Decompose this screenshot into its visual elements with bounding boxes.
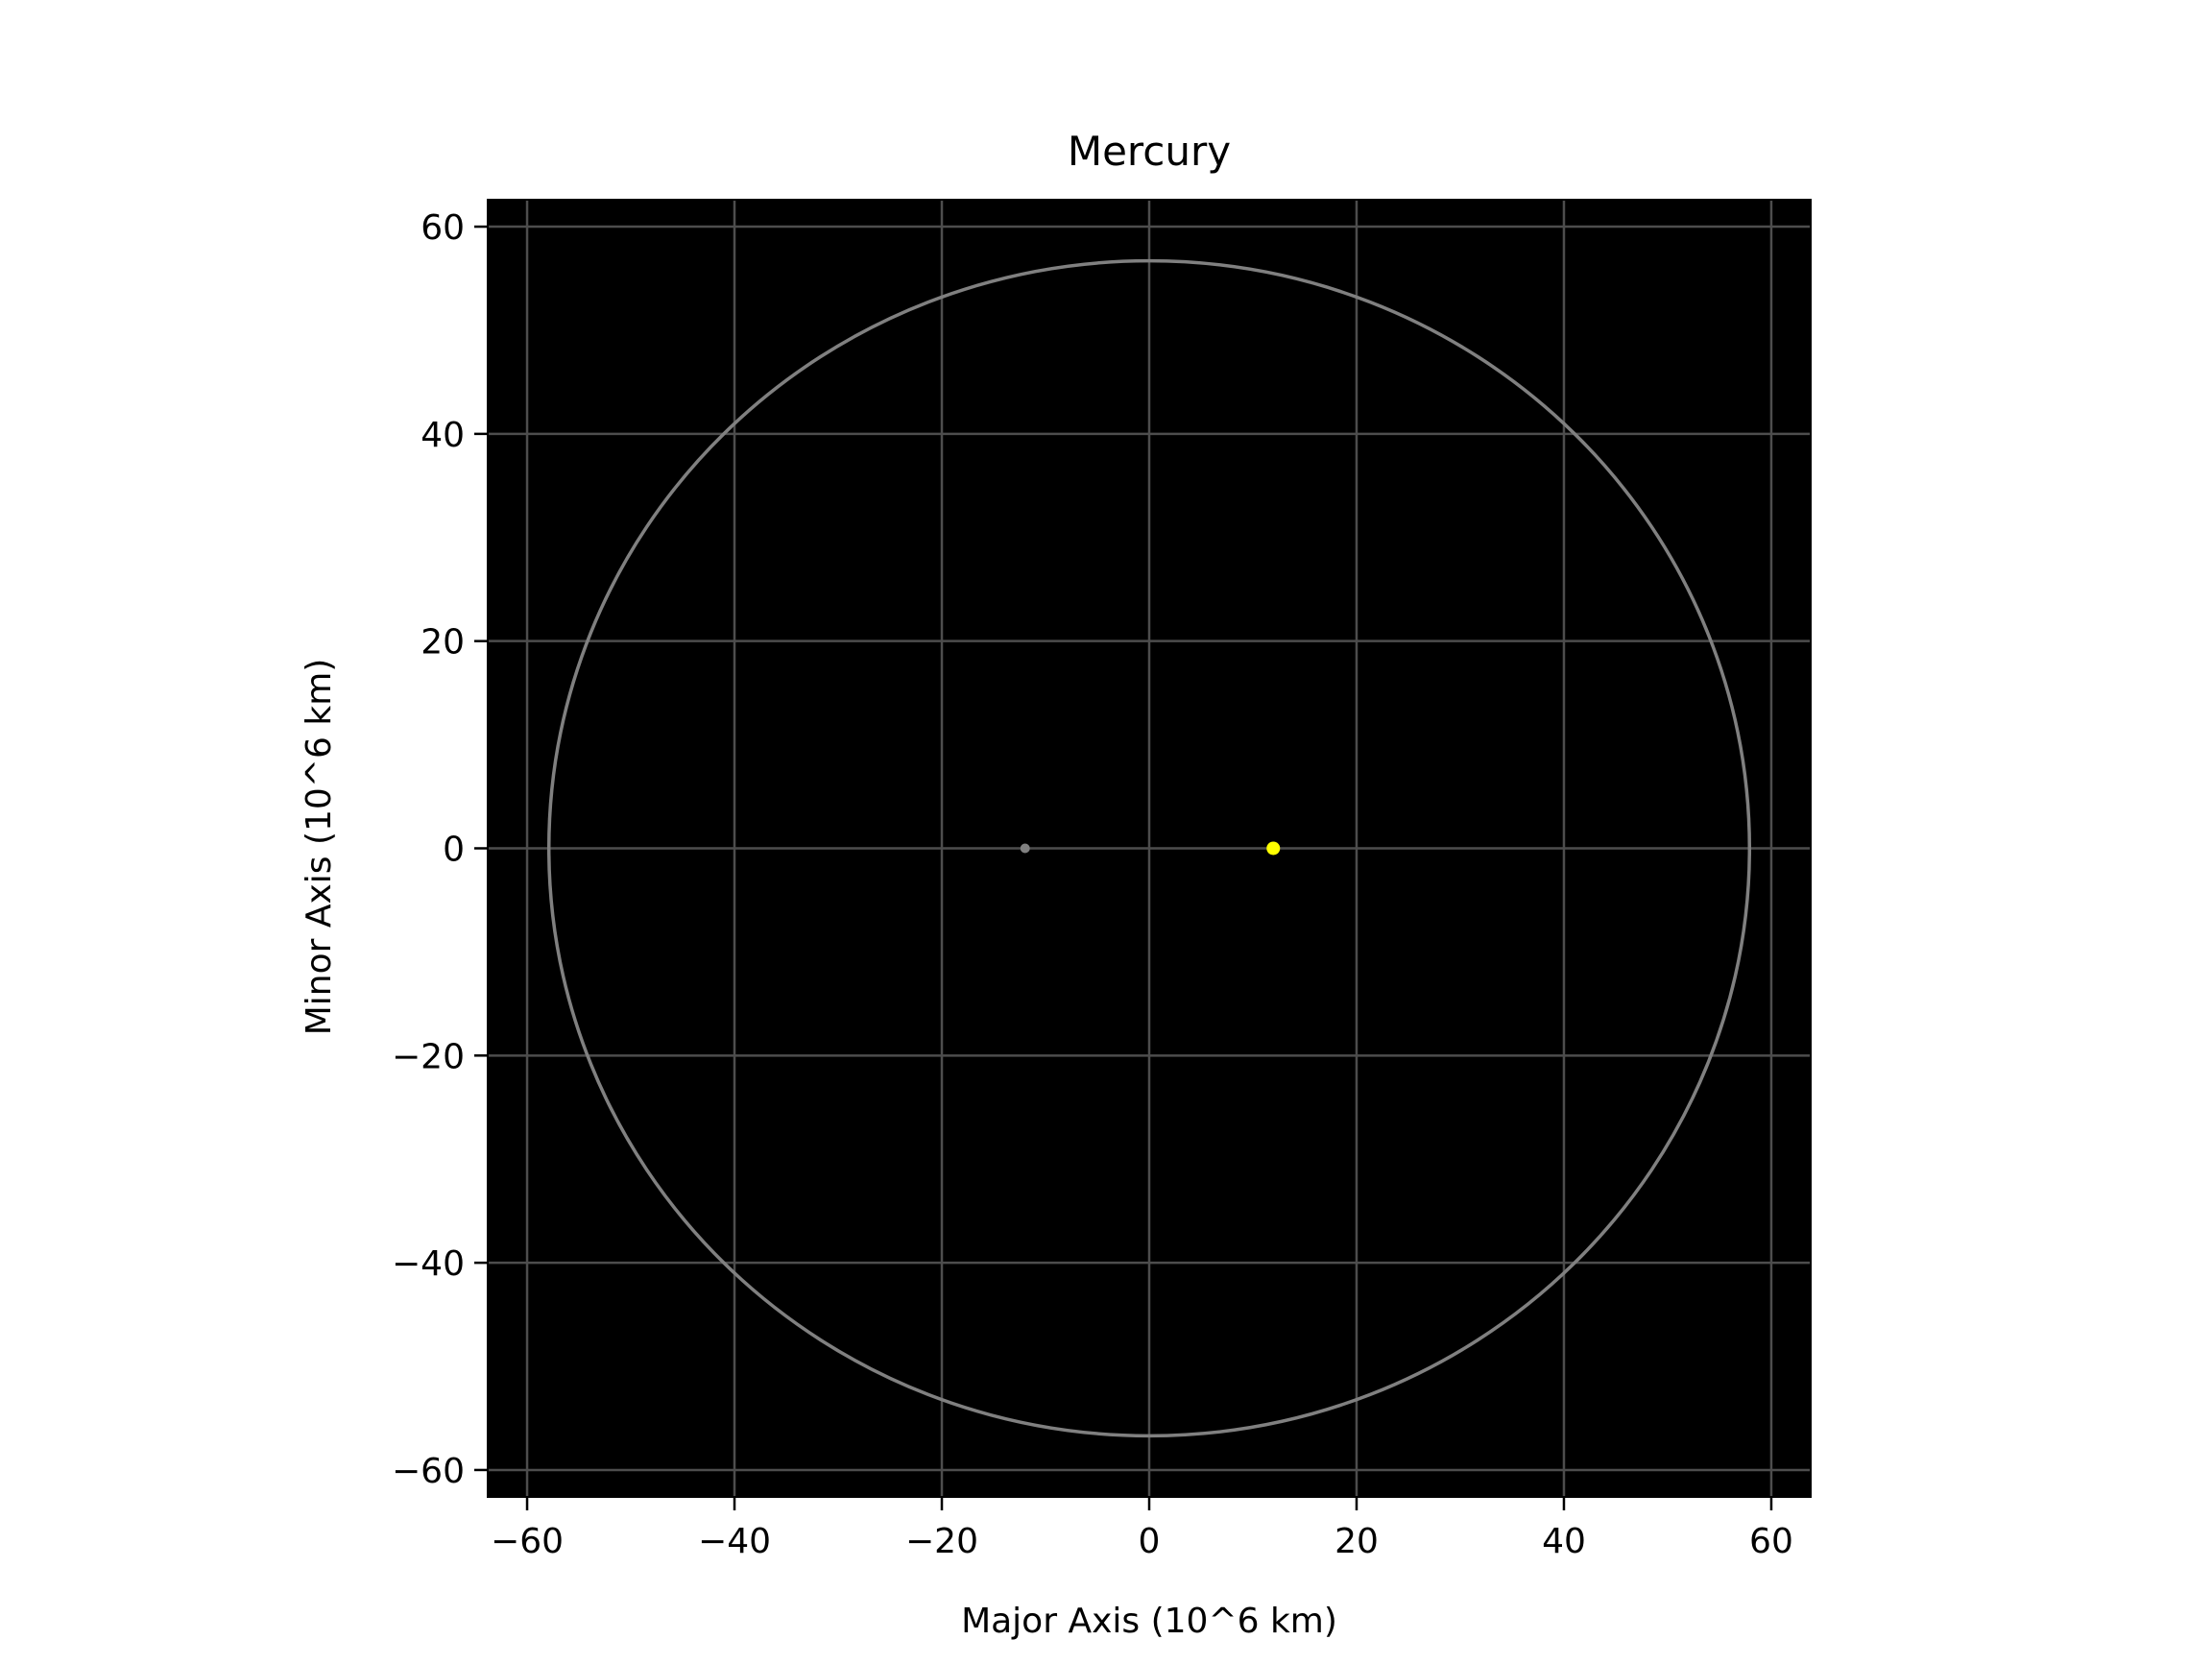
x-tick-label: 60 (1749, 1522, 1793, 1561)
sun-marker (1266, 841, 1281, 856)
x-tick-label: 0 (1139, 1522, 1161, 1561)
y-tick-label: −60 (392, 1452, 465, 1491)
x-tick-label: −60 (491, 1522, 564, 1561)
y-tick-label: 0 (443, 831, 465, 870)
x-tick-label: −20 (905, 1522, 978, 1561)
orbit-ellipse (546, 258, 1752, 1438)
x-tick-label: 20 (1334, 1522, 1379, 1561)
focus-marker (1020, 843, 1030, 854)
x-axis-label: Major Axis (10^6 km) (961, 1602, 1337, 1641)
y-axis-label: Minor Axis (10^6 km) (300, 659, 339, 1036)
chart-title: Mercury (1068, 128, 1231, 175)
y-tick-label: −20 (392, 1037, 465, 1076)
grid (488, 200, 1811, 1497)
y-tick-label: 60 (421, 208, 465, 248)
y-tick-label: 40 (421, 416, 465, 455)
y-tick-label: −40 (392, 1244, 465, 1284)
data-layer (546, 258, 1752, 1438)
x-tick-label: 40 (1542, 1522, 1586, 1561)
y-tick-label: 20 (421, 623, 465, 663)
ticks: −60 −40 −20 0 20 40 60 −60 −40 −20 0 20 40 60 (392, 208, 1793, 1561)
x-tick-label: −40 (698, 1522, 771, 1561)
